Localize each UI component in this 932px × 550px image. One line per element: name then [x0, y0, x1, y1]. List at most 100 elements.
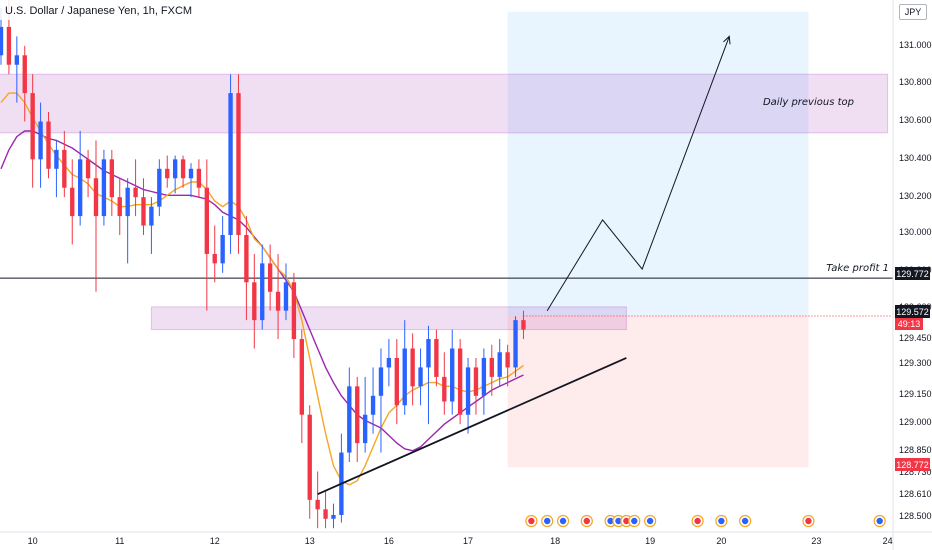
- candle: [141, 178, 146, 236]
- candle-body: [481, 357, 487, 396]
- candle: [267, 244, 273, 311]
- x-tick-label: 24: [883, 536, 893, 546]
- candle: [442, 352, 447, 415]
- x-tick-label: 12: [210, 536, 220, 546]
- candle-body: [30, 93, 35, 160]
- candle: [299, 329, 304, 444]
- event-marker-flag: [528, 517, 535, 525]
- candle: [505, 344, 510, 387]
- candle: [165, 155, 170, 188]
- x-tick-label: 19: [645, 536, 655, 546]
- candle: [370, 367, 376, 434]
- candle: [465, 357, 471, 434]
- candle: [46, 112, 51, 179]
- candle: [38, 102, 43, 188]
- event-marker: [525, 514, 538, 528]
- candle-body: [101, 159, 107, 217]
- candle: [228, 74, 233, 254]
- events-layer[interactable]: [525, 514, 886, 528]
- candle: [323, 490, 328, 529]
- candle-body: [505, 352, 510, 368]
- price-lines-layer: [0, 277, 893, 317]
- candle: [172, 155, 178, 194]
- candle-body: [347, 386, 352, 453]
- currency-selector[interactable]: JPY: [899, 4, 927, 20]
- candle: [236, 74, 241, 254]
- x-tick-label: 18: [550, 536, 560, 546]
- y-axis-ticks: 131.000 130.800 130.600 130.400 130.200 130.0…: [899, 40, 932, 521]
- zone-1: [0, 73, 889, 134]
- candle-body: [180, 159, 186, 179]
- event-marker-flag: [615, 517, 622, 525]
- candle: [394, 339, 399, 425]
- event-marker-flag: [718, 517, 725, 525]
- event-marker-flag: [805, 517, 812, 525]
- candle-body: [418, 367, 423, 387]
- candle: [315, 471, 320, 529]
- candles-layer: [0, 0, 526, 529]
- candle: [386, 339, 392, 387]
- candle: [457, 339, 463, 425]
- event-marker: [691, 514, 704, 528]
- position-target-area: [507, 11, 809, 316]
- candle-body: [157, 168, 162, 207]
- candle: [62, 130, 67, 198]
- candle-body: [307, 414, 312, 500]
- candle: [93, 140, 99, 292]
- candle-body: [299, 339, 304, 415]
- candle: [244, 216, 249, 321]
- candle: [362, 376, 368, 453]
- candle-body: [283, 282, 289, 311]
- position-layer[interactable]: [507, 11, 809, 468]
- event-marker: [873, 514, 886, 528]
- y-tick-label: 131.000: [899, 40, 932, 50]
- candle: [331, 503, 336, 529]
- event-marker: [802, 514, 815, 528]
- candle: [212, 225, 217, 283]
- x-tick-label: 16: [384, 536, 394, 546]
- y-tick-label: 129.000: [899, 417, 932, 427]
- x-tick-label: 13: [305, 536, 315, 546]
- take-profit-label: Take profit 1: [826, 263, 889, 274]
- candle: [260, 244, 265, 330]
- candle: [410, 333, 415, 406]
- y-tick-label: 130.400: [899, 153, 932, 163]
- candle-body: [149, 206, 154, 226]
- candle-body: [402, 348, 407, 406]
- candle-body: [331, 514, 336, 519]
- candle: [204, 159, 209, 311]
- candle-body: [473, 367, 479, 396]
- candle-body: [93, 178, 99, 217]
- title-backdrop: [0, 0, 150, 20]
- candle-body: [220, 235, 225, 264]
- x-tick-label: 17: [463, 536, 473, 546]
- candle: [14, 36, 20, 103]
- candle: [133, 159, 138, 217]
- zone-2: [150, 306, 627, 331]
- candle: [497, 339, 502, 387]
- candle-body: [6, 26, 12, 65]
- candle-body: [315, 499, 320, 510]
- candle: [275, 253, 281, 340]
- y-tick-label: 128.850: [899, 445, 932, 455]
- candle-body: [442, 376, 447, 402]
- candle: [54, 140, 59, 198]
- candle: [355, 376, 360, 463]
- event-marker: [739, 514, 752, 528]
- candle: [109, 149, 115, 217]
- event-marker-flag: [631, 517, 638, 525]
- candle-body: [165, 168, 170, 179]
- support-trendline: [317, 357, 627, 495]
- candle-body: [434, 339, 439, 377]
- y-tick-label: 129.150: [899, 389, 932, 399]
- candle: [473, 357, 479, 415]
- candle-body: [54, 149, 59, 169]
- candle: [347, 367, 352, 463]
- y-tick-label: 129.450: [899, 333, 932, 343]
- drawings-layer[interactable]: [317, 35, 731, 495]
- candle: [252, 253, 257, 349]
- event-marker-flag: [646, 517, 654, 525]
- candle-body: [14, 55, 20, 65]
- candle: [180, 155, 186, 188]
